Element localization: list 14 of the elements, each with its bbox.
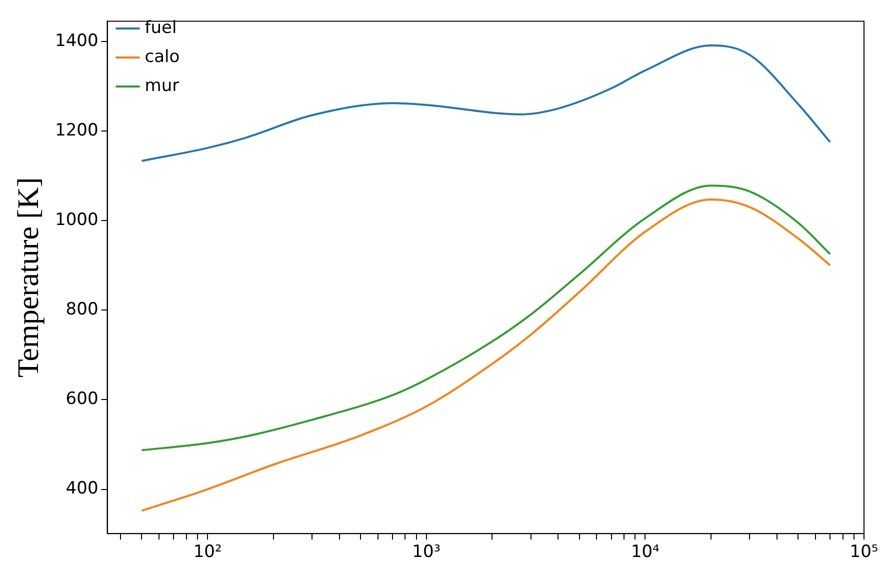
x-tick-label: 10² (193, 542, 222, 562)
x-tick-label: 10³ (412, 542, 441, 562)
legend-label: mur (144, 76, 180, 96)
y-axis-title: Temperature [K] (12, 177, 45, 378)
x-tick-label: 10⁴ (630, 542, 660, 562)
y-tick-label: 400 (66, 478, 98, 499)
y-tick-label: 1400 (55, 30, 98, 51)
y-tick-label: 800 (66, 300, 98, 320)
legend-label: calo (144, 46, 180, 67)
legend-label: fuel (144, 18, 177, 38)
y-tick-label: 1200 (55, 120, 98, 140)
y-tick-label: 1000 (55, 210, 98, 230)
x-tick-label: 10⁵ (850, 542, 878, 562)
y-tick-label: 600 (66, 389, 98, 410)
